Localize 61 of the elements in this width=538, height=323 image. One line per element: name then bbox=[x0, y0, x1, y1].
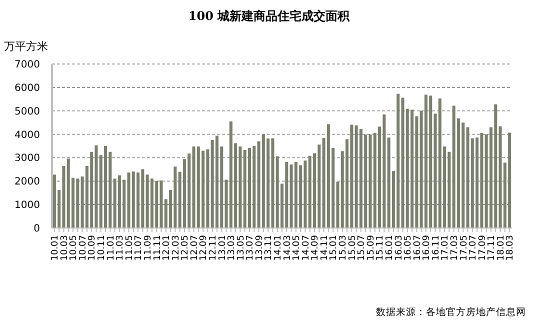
y-tick-label: 4000 bbox=[14, 130, 40, 141]
x-tick-label: 12.01 bbox=[162, 235, 172, 261]
x-tick-label: 13.03 bbox=[227, 235, 238, 261]
y-tick-label: 3000 bbox=[14, 153, 40, 164]
x-tick-label: 17.03 bbox=[450, 235, 460, 261]
x-tick-label: 11.11 bbox=[152, 235, 163, 261]
x-tick-label: 13.01 bbox=[218, 235, 228, 261]
x-tick-label: 17.09 bbox=[478, 234, 488, 261]
y-tick-label: 0 bbox=[34, 224, 40, 234]
x-tick-label: 18.01 bbox=[496, 235, 506, 261]
x-tick-label: 16.11 bbox=[431, 235, 442, 261]
x-tick-label: 12.07 bbox=[190, 235, 200, 261]
x-tick-label: 15.07 bbox=[357, 235, 368, 261]
x-tick-label: 11.09 bbox=[143, 234, 154, 261]
x-tick-label: 15.09 bbox=[366, 234, 376, 261]
x-tick-label: 17.01 bbox=[440, 235, 451, 261]
y-tick-label: 1000 bbox=[14, 200, 40, 212]
y-tick-label: 7000 bbox=[14, 60, 40, 70]
y-tick-label: 6000 bbox=[14, 82, 40, 94]
y-tick-label: 2000 bbox=[14, 176, 40, 188]
x-tick-label: 14.07 bbox=[301, 235, 312, 261]
x-tick-label: 14.11 bbox=[320, 235, 330, 261]
x-tick-label: 10.05 bbox=[69, 235, 80, 261]
x-tick-label: 13.09 bbox=[254, 234, 265, 261]
x-tick-label: 16.09 bbox=[422, 234, 432, 261]
x-tick-label: 14.05 bbox=[292, 235, 302, 261]
x-tick-label: 11.07 bbox=[134, 235, 144, 261]
x-tick-label: 15.01 bbox=[329, 235, 340, 261]
x-tick-label: 16.05 bbox=[404, 235, 414, 261]
x-tick-label: 15.11 bbox=[376, 235, 386, 261]
chart-title: 100 城新建商品住宅成交面积 bbox=[188, 9, 351, 23]
x-tick-label: 16.01 bbox=[384, 235, 395, 261]
x-tick-label: 12.05 bbox=[180, 235, 191, 261]
x-tick-label: 18.03 bbox=[506, 235, 516, 261]
x-tick-label: 12.09 bbox=[199, 234, 210, 261]
y-axis-title: 万平方米 bbox=[4, 40, 48, 53]
x-tick-label: 11.03 bbox=[116, 235, 126, 261]
x-tick-label: 10.01 bbox=[50, 235, 61, 261]
x-tick-label: 10.11 bbox=[97, 235, 108, 261]
x-tick-label: 13.05 bbox=[236, 235, 246, 261]
y-tick-label: 5000 bbox=[14, 106, 40, 118]
x-tick-label: 12.03 bbox=[171, 235, 182, 261]
x-tick-label: 11.05 bbox=[124, 235, 135, 261]
x-tick-label: 11.01 bbox=[106, 235, 116, 261]
x-tick-label: 16.07 bbox=[412, 235, 423, 261]
x-tick-label: 14.09 bbox=[310, 234, 321, 261]
x-tick-label: 17.11 bbox=[487, 235, 498, 261]
x-tick-label: 14.01 bbox=[274, 235, 284, 261]
x-tick-label: 17.05 bbox=[459, 235, 470, 261]
x-tick-label: 14.03 bbox=[282, 235, 293, 261]
x-tick-label: 12.11 bbox=[208, 235, 218, 261]
x-tick-label: 15.05 bbox=[348, 235, 358, 261]
x-tick-label: 13.11 bbox=[264, 235, 274, 261]
x-tick-label: 15.03 bbox=[338, 235, 349, 261]
x-tick-label: 16.03 bbox=[394, 235, 404, 261]
x-tick-label: 10.07 bbox=[78, 235, 88, 261]
x-tick-label: 17.07 bbox=[468, 235, 479, 261]
source-note: 数据来源：各地官方房地产信息网 bbox=[376, 306, 526, 318]
x-tick-label: 13.07 bbox=[246, 235, 256, 261]
x-tick-label: 10.03 bbox=[60, 235, 70, 261]
x-tick-label: 10.09 bbox=[88, 234, 98, 261]
